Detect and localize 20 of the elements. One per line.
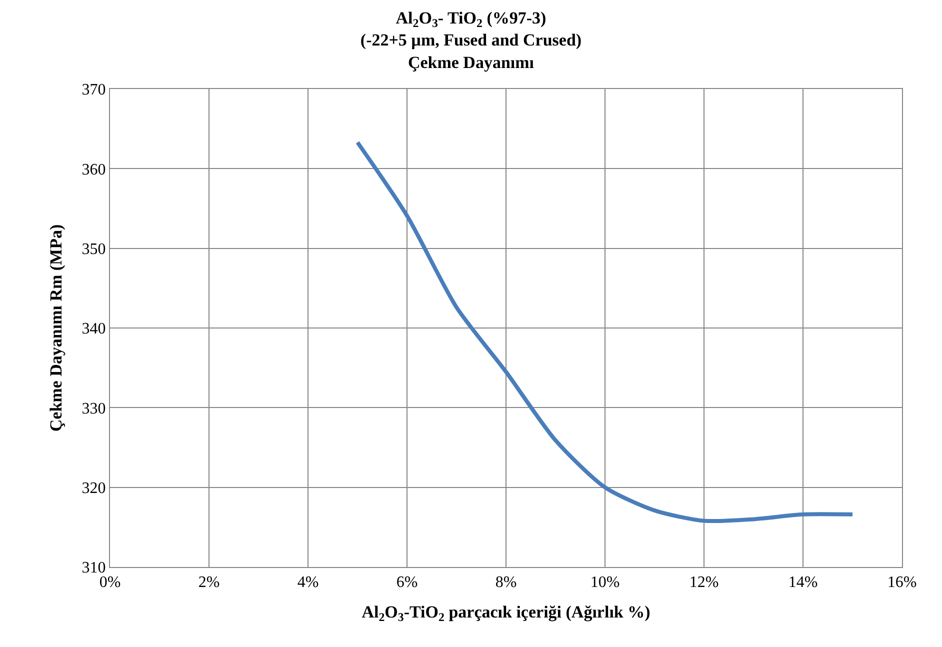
y-axis-title: Çekme Dayanımı Rm (MPa) bbox=[46, 224, 66, 432]
x-axis-title: Al$_{2}$O$_{3}$-TiO$_{2}$ parçacık içeriği (Ağırlık %) bbox=[362, 602, 650, 624]
y-tick-label: 310 bbox=[82, 560, 106, 577]
y-tick-label: 320 bbox=[82, 480, 106, 497]
x-tick-label: 14% bbox=[788, 574, 818, 592]
chart-title: Al$_{2}$O$_{3}$- TiO$_{2}$ (%97-3) (-22+5 µm, Fused and Crused) Çekme Dayanımı bbox=[360, 8, 582, 72]
x-tick-label: 10% bbox=[590, 574, 620, 592]
y-tick-label: 330 bbox=[82, 400, 106, 418]
x-tick-label: 6% bbox=[396, 574, 418, 592]
x-tick-label: 8% bbox=[495, 574, 517, 592]
x-tick-label: 16% bbox=[887, 574, 917, 592]
y-tick-label: 340 bbox=[82, 320, 106, 338]
y-tick-label: 350 bbox=[82, 240, 106, 258]
x-tick-label: 2% bbox=[198, 574, 220, 592]
y-tick-label: 360 bbox=[82, 161, 106, 178]
x-tick-label: 0% bbox=[99, 574, 121, 592]
line-series bbox=[356, 140, 854, 524]
x-tick-label: 4% bbox=[297, 574, 319, 592]
x-tick-label: 12% bbox=[689, 574, 719, 592]
y-tick-label: 370 bbox=[82, 82, 106, 99]
